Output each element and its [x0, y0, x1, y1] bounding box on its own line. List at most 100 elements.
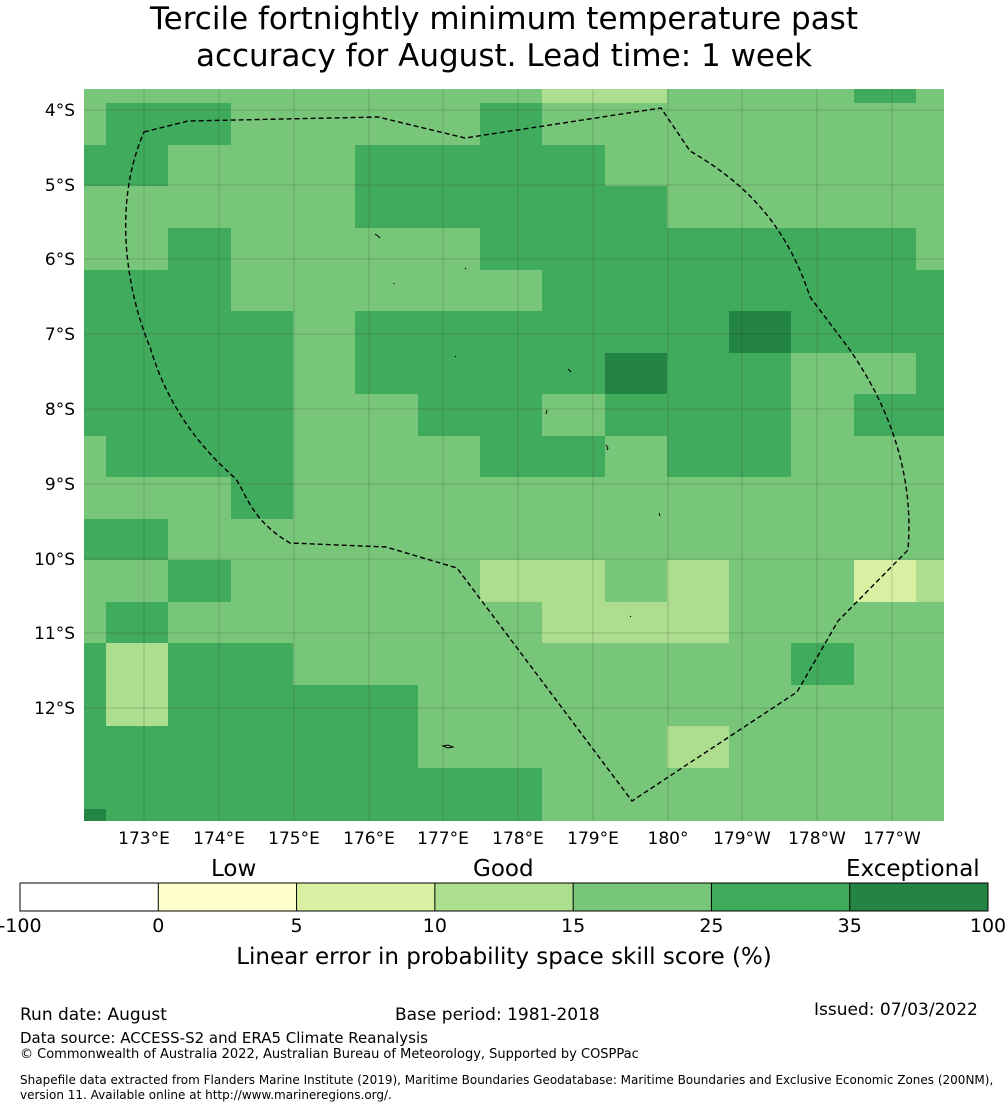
shapefile-note-line-2: version 11. Available online at http://w…: [20, 1088, 392, 1102]
map-title-line-2: accuracy for August. Lead time: 1 week: [195, 38, 813, 74]
skill-cell: [355, 353, 605, 394]
longitude-label: 178°E: [492, 829, 544, 849]
skill-cell: [791, 643, 854, 685]
skill-cell: [667, 436, 791, 477]
colorbar-segment: [158, 883, 297, 911]
skill-cell: [480, 228, 916, 270]
skill-cell: [542, 270, 944, 311]
skill-cell: [480, 436, 605, 477]
longitude-label: 174°E: [193, 829, 245, 849]
skill-cell: [605, 353, 667, 394]
longitude-label: 176°E: [343, 829, 395, 849]
data-source: Data source: ACCESS-S2 and ERA5 Climate …: [20, 1029, 428, 1047]
colorbar-label: Linear error in probability space skill …: [236, 944, 772, 970]
skill-cell: [729, 311, 791, 353]
colorbar-tick-label: 25: [699, 915, 723, 937]
longitude-label: 178°W: [788, 829, 846, 849]
colorbar-segment: [711, 883, 850, 911]
island-outline: [629, 615, 632, 618]
island-outline: [605, 444, 609, 451]
skill-cell: [106, 436, 293, 477]
island-outline: [454, 355, 457, 358]
longitude-label: 177°E: [417, 829, 469, 849]
skill-cell: [605, 394, 791, 436]
skill-cell: [667, 726, 729, 768]
skill-cell: [293, 685, 418, 821]
skill-cell: [542, 602, 667, 643]
skill-cell: [667, 353, 791, 394]
longitude-label: 173°E: [118, 829, 170, 849]
skill-cell: [916, 353, 944, 394]
category-low: Low: [211, 856, 257, 882]
skill-cell: [854, 89, 916, 103]
latitude-label: 4°S: [45, 101, 75, 121]
latitude-label: 12°S: [34, 699, 75, 719]
skill-cell: [168, 560, 231, 602]
shapefile-note-line-1: Shapefile data extracted from Flanders M…: [20, 1073, 994, 1087]
longitude-label: 179°W: [713, 829, 771, 849]
skill-cell: [84, 519, 168, 560]
colorbar-tick-label: 5: [291, 915, 303, 937]
latitude-label: 6°S: [45, 250, 75, 270]
skill-cell: [84, 809, 106, 821]
latitude-labels: 4°S 5°S 6°S 7°S 8°S 9°S 10°S 11°S 12°S: [34, 101, 75, 719]
skill-cell: [106, 726, 168, 821]
colorbar-tick-label: 15: [561, 915, 585, 937]
colorbar-tick-label: 100: [970, 915, 1006, 937]
island-outline: [545, 409, 548, 415]
skill-cell: [854, 560, 916, 602]
island-outline: [567, 368, 572, 373]
skill-cell: [84, 270, 231, 311]
colorbar: -100 0 5 10 15 25 35 100: [0, 882, 1006, 937]
colorbar-segment: [849, 883, 988, 911]
colorbar-tick-label: 0: [152, 915, 164, 937]
latitude-label: 7°S: [45, 325, 75, 345]
colorbar-tick-label: 10: [423, 915, 447, 937]
colorbar-outline: [19, 882, 989, 912]
skill-cell: [84, 145, 168, 186]
colorbar-segment: [20, 883, 159, 911]
colorbar-segment: [573, 883, 712, 911]
colorbar-tick-label: -100: [0, 915, 42, 937]
colorbar-segments: [20, 883, 988, 911]
island-outline: [658, 512, 661, 517]
colorbar-tick-label: 35: [838, 915, 862, 937]
island-outline: [464, 267, 467, 270]
skill-cell: [168, 643, 293, 821]
graticule: [84, 89, 944, 821]
latitude-label: 5°S: [45, 176, 75, 196]
skill-cell: [106, 602, 168, 643]
island-outlines: [374, 233, 661, 749]
skill-cell: [916, 560, 944, 602]
skill-cell: [542, 89, 667, 103]
category-exceptional: Exceptional: [846, 856, 980, 882]
skill-cell: [418, 768, 542, 821]
island-outline: [374, 233, 381, 239]
skill-cell: [84, 643, 106, 821]
skill-cell: [231, 477, 293, 519]
colorbar-segment: [434, 883, 574, 911]
longitude-label: 179°E: [567, 829, 619, 849]
latitude-label: 10°S: [34, 550, 75, 570]
copyright-note: © Commonwealth of Australia 2022, Austra…: [20, 1047, 639, 1062]
island-outline: [441, 744, 455, 749]
run-date: Run date: August: [20, 1005, 167, 1025]
skill-cell: [667, 560, 729, 643]
skill-cell: [854, 394, 944, 436]
skill-grid: [84, 89, 944, 821]
skill-cell: [84, 311, 293, 436]
issued-date: Issued: 07/03/2022: [814, 1000, 978, 1020]
longitude-label: 177°W: [863, 829, 921, 849]
skill-cell: [480, 103, 542, 145]
colorbar-ticks: -100 0 5 10 15 25 35 100: [0, 883, 1006, 937]
latitude-label: 11°S: [34, 624, 75, 644]
skill-cell: [418, 394, 542, 436]
category-good: Good: [473, 856, 534, 882]
skill-cell: [355, 145, 605, 228]
base-period: Base period: 1981-2018: [395, 1005, 600, 1025]
longitude-labels: 173°E 174°E 175°E 176°E 177°E 178°E 179°E 180° 1…: [118, 829, 921, 849]
longitude-label: 175°E: [268, 829, 320, 849]
colorbar-segment: [296, 883, 435, 911]
latitude-label: 9°S: [45, 475, 75, 495]
